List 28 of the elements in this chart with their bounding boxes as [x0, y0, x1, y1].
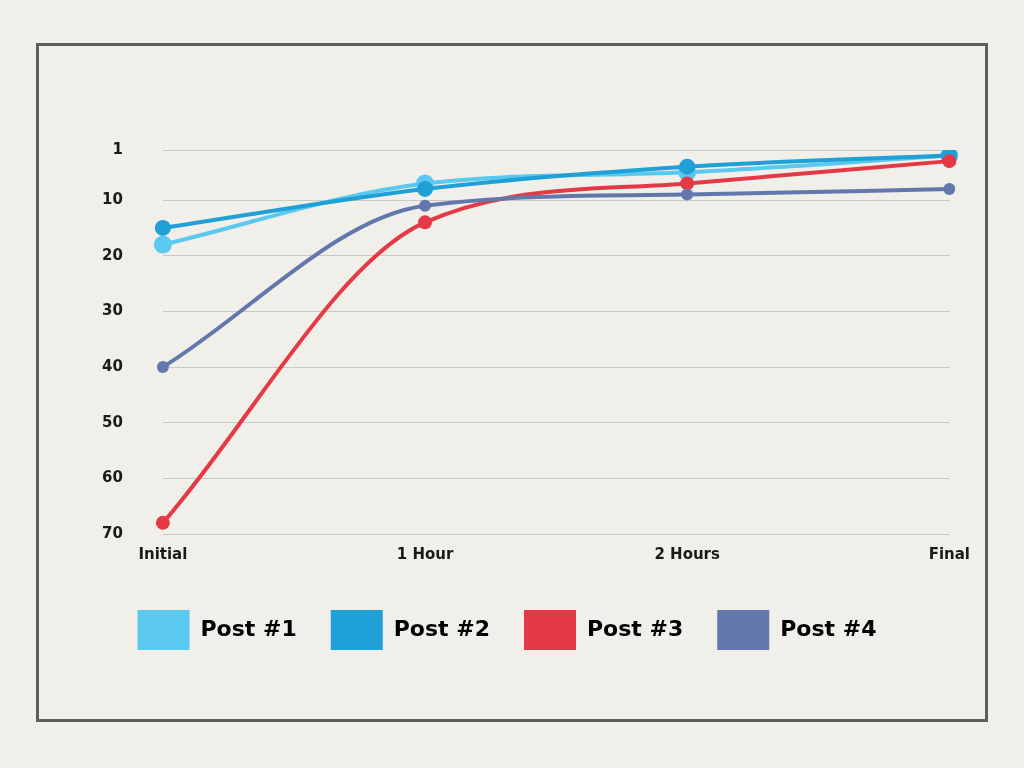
- point: [419, 199, 432, 212]
- x-tick-label: 2 Hours: [654, 544, 721, 563]
- point: [154, 219, 171, 236]
- point: [943, 182, 956, 195]
- point: [418, 215, 433, 230]
- legend-label: Post #3: [587, 615, 684, 641]
- point: [153, 235, 172, 254]
- y-tick-label: 20: [102, 245, 123, 264]
- y-tick-label: 1: [112, 139, 123, 158]
- point: [681, 188, 694, 201]
- point: [942, 154, 957, 169]
- legend-label: Post #2: [393, 615, 490, 641]
- x-tick-label: Initial: [138, 544, 188, 563]
- y-tick-label: 50: [102, 412, 123, 431]
- legend-label: Post #4: [780, 615, 877, 641]
- y-tick-label: 10: [102, 189, 123, 208]
- legend-label: Post #1: [200, 615, 297, 641]
- point: [417, 180, 434, 197]
- y-tick-label: 40: [102, 356, 123, 375]
- point: [155, 515, 170, 530]
- x-tick-label: 1 Hour: [396, 544, 454, 563]
- y-tick-label: 60: [102, 468, 123, 487]
- y-tick-label: 30: [102, 301, 123, 320]
- point: [156, 361, 169, 374]
- x-tick-label: Final: [928, 544, 971, 563]
- point: [680, 176, 695, 191]
- point: [679, 158, 696, 175]
- y-tick-label: 70: [102, 523, 123, 542]
